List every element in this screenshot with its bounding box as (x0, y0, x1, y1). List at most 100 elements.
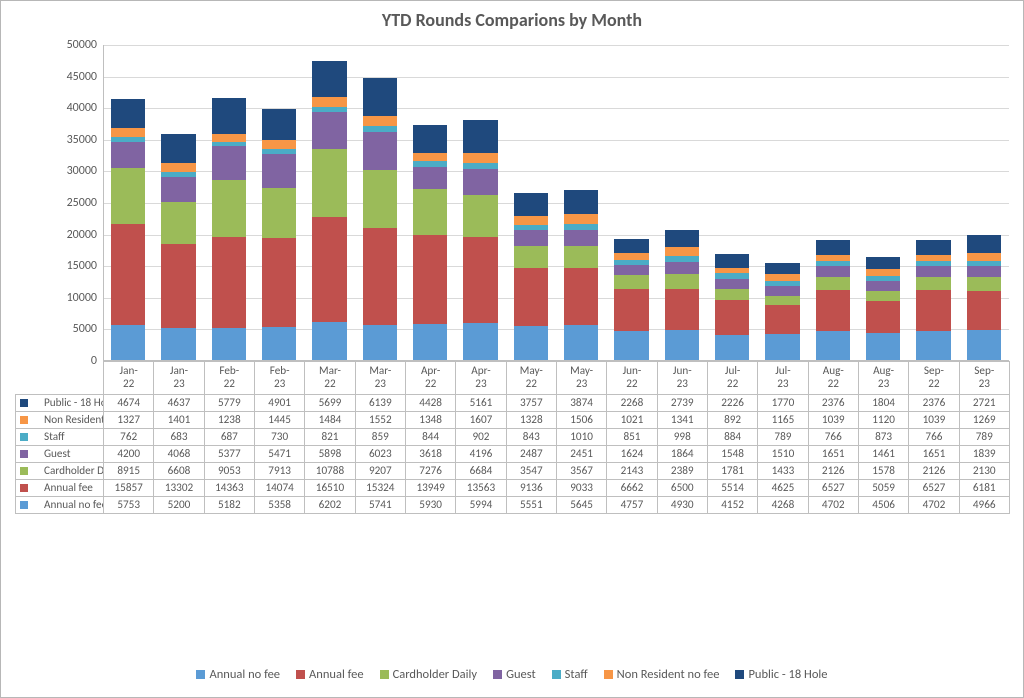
table-cell: 1578 (858, 462, 908, 479)
bar-column (614, 239, 648, 361)
bar-segment (665, 247, 699, 255)
legend-item: Guest (493, 667, 536, 682)
table-row: Annual no fee575352005182535862025741593… (16, 496, 1010, 513)
bar-segment (463, 169, 497, 196)
table-cell: 3567 (556, 462, 606, 479)
bar-segment (967, 266, 1001, 278)
table-cell: 1269 (959, 411, 1009, 428)
ytick-label: 25000 (67, 196, 103, 210)
table-cell: 5741 (355, 496, 405, 513)
bar-segment (765, 274, 799, 281)
bar-segment (212, 98, 246, 135)
bar-segment (765, 263, 799, 274)
bar-segment (262, 327, 296, 361)
table-cell: 16510 (305, 479, 355, 496)
table-cell: 5377 (204, 445, 254, 462)
bar-segment (262, 238, 296, 327)
bar-segment (514, 268, 548, 326)
table-cell: 2451 (556, 445, 606, 462)
bar-segment (564, 325, 598, 361)
column-header: Aug-23 (858, 362, 908, 395)
table-cell: 2126 (909, 462, 959, 479)
bar-segment (967, 253, 1001, 261)
table-cell: 1341 (657, 411, 707, 428)
table-cell: 6139 (355, 394, 405, 411)
bar-segment (413, 125, 447, 153)
table-cell: 884 (707, 428, 757, 445)
table-cell: 2739 (657, 394, 707, 411)
table-cell: 1510 (758, 445, 808, 462)
legend-label: Annual no fee (209, 667, 280, 682)
bar-segment (967, 291, 1001, 330)
bar-segment (212, 134, 246, 142)
bar-segment (816, 331, 850, 361)
bar-segment (363, 132, 397, 170)
bar-segment (413, 324, 447, 361)
bar-column (514, 193, 548, 361)
table-cell: 1433 (758, 462, 808, 479)
table-cell: 1461 (858, 445, 908, 462)
table-cell: 5182 (204, 496, 254, 513)
table-cell: 998 (657, 428, 707, 445)
table-cell: 873 (858, 428, 908, 445)
table-cell: 766 (909, 428, 959, 445)
table-row: Cardholder Daily891566089053791310788920… (16, 462, 1010, 479)
table-cell: 1864 (657, 445, 707, 462)
table-cell: 2721 (959, 394, 1009, 411)
table-cell: 4702 (909, 496, 959, 513)
ytick-label: 45000 (67, 70, 103, 84)
table-cell: 4901 (254, 394, 304, 411)
bar-segment (816, 290, 850, 331)
bar-segment (765, 334, 799, 361)
table-cell: 1120 (858, 411, 908, 428)
table-cell: 15324 (355, 479, 405, 496)
bar-segment (312, 149, 346, 217)
table-cell: 4930 (657, 496, 707, 513)
table-cell: 859 (355, 428, 405, 445)
series-marker (20, 467, 28, 475)
bar-segment (564, 246, 598, 269)
bar-segment (463, 153, 497, 163)
data-table: Jan-22Jan-23Feb-22Feb-23Mar-22Mar-23Apr-… (15, 361, 1010, 514)
ytick-label: 10000 (67, 291, 103, 305)
table-cell: 5514 (707, 479, 757, 496)
table-cell: 4152 (707, 496, 757, 513)
table-cell: 1651 (808, 445, 858, 462)
table-cell: 4068 (154, 445, 204, 462)
bar-segment (413, 153, 447, 162)
column-header: Apr-23 (456, 362, 506, 395)
table-cell: 9207 (355, 462, 405, 479)
table-cell: 1238 (204, 411, 254, 428)
legend-label: Annual fee (309, 667, 364, 682)
table-row: Public - 18 Hole467446375779490156996139… (16, 394, 1010, 411)
table-cell: 1165 (758, 411, 808, 428)
legend-swatch (604, 670, 613, 679)
table-cell: 1039 (808, 411, 858, 428)
table-cell: 766 (808, 428, 858, 445)
table-cell: 5994 (456, 496, 506, 513)
row-header: Guest (16, 445, 104, 462)
legend-swatch (493, 670, 502, 679)
table-cell: 1607 (456, 411, 506, 428)
bar-segment (363, 228, 397, 325)
table-cell: 2376 (808, 394, 858, 411)
bar-segment (665, 274, 699, 289)
bar-segment (463, 237, 497, 323)
bar-column (463, 120, 497, 361)
bar-segment (916, 331, 950, 361)
table-cell: 1327 (104, 411, 154, 428)
table-cell: 1484 (305, 411, 355, 428)
ytick-label: 15000 (67, 259, 103, 273)
table-cell: 6608 (154, 462, 204, 479)
legend-label: Guest (506, 667, 536, 682)
bar-segment (413, 235, 447, 323)
table-cell: 6527 (909, 479, 959, 496)
column-header: Jul-22 (707, 362, 757, 395)
row-header: Cardholder Daily (16, 462, 104, 479)
bar-segment (916, 277, 950, 290)
table-cell: 9136 (506, 479, 556, 496)
table-cell: 762 (104, 428, 154, 445)
legend-item: Staff (552, 667, 588, 682)
bar-segment (967, 330, 1001, 361)
bar-segment (312, 112, 346, 149)
